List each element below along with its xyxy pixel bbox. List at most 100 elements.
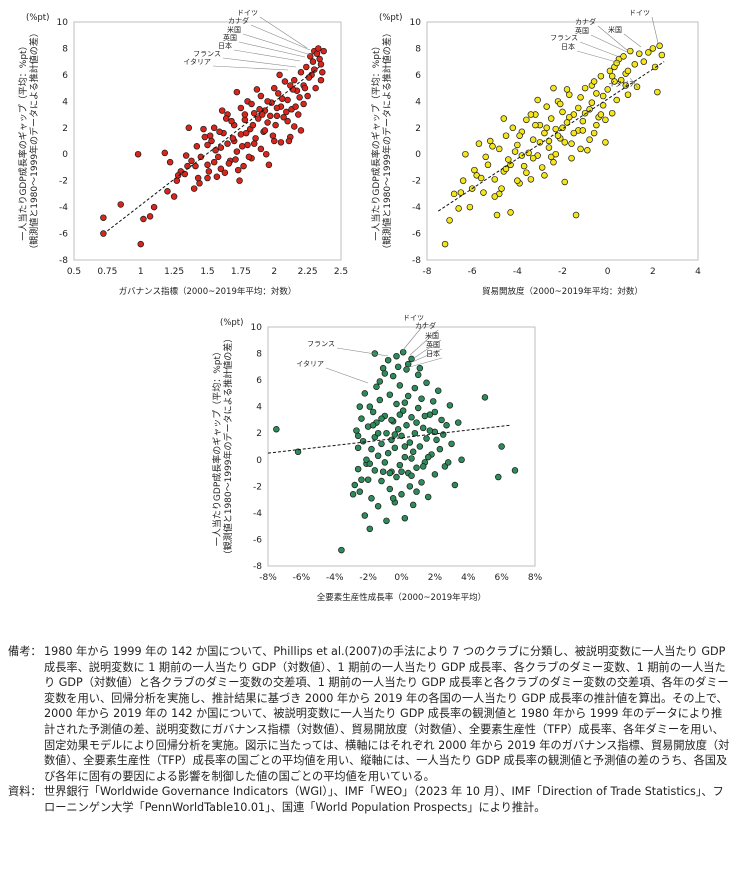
data-point [250,109,258,117]
data-point [301,84,309,92]
data-point [378,440,385,448]
data-point [210,158,218,166]
data-point [457,189,465,196]
data-point [204,161,211,169]
data-point [280,113,287,121]
data-point [482,153,489,161]
data-point [514,177,521,184]
data-point [624,91,632,98]
data-point [381,370,389,377]
data-point [366,460,374,468]
y-tick-label: 10 [251,323,263,333]
data-point [602,116,609,124]
data-point [575,104,582,112]
data-point [134,150,142,158]
data-point [559,108,566,116]
data-point [273,425,280,433]
data-point [455,205,462,212]
data-point [495,473,502,481]
leader-line [212,65,289,71]
data-point [406,483,414,490]
data-point [477,174,485,182]
data-point [100,214,107,221]
data-point [493,211,501,219]
note-sources-key: 資料： [8,785,42,799]
data-point [389,372,397,380]
x-tick-label: -6% [293,573,311,583]
data-point [401,453,409,461]
y-tick-label: 4 [256,403,262,413]
data-point [613,96,620,104]
data-point [383,517,390,525]
data-point [294,448,302,456]
data-point [550,158,557,166]
data-point [394,363,402,371]
data-point [516,132,523,139]
y-tick-label: 8 [415,44,421,54]
y-tick-label: -4 [59,203,68,213]
data-point [384,356,392,364]
data-point [511,467,519,474]
data-point [366,403,374,410]
data-point [232,156,239,163]
data-point [349,491,357,498]
x-tick-label: 2 [271,267,277,277]
data-point [433,436,440,444]
data-point [586,136,593,143]
data-point [523,169,530,176]
data-point [386,485,394,493]
data-point [210,124,218,132]
data-point [566,91,573,98]
data-point [224,140,231,147]
data-point [391,431,399,438]
data-point [586,106,593,113]
data-point [481,394,489,401]
data-point [368,495,375,502]
x-tick-label: 1.5 [200,267,214,277]
data-point [434,387,442,394]
x-tick-label: 2.25 [298,267,318,277]
data-point [563,86,571,93]
data-point [204,174,211,182]
data-point [409,448,417,456]
data-point [471,166,478,174]
data-point [404,360,412,368]
data-point [636,50,643,57]
data-point [584,147,591,154]
data-point [374,452,382,460]
note-remarks-key: 備考： [8,645,42,658]
data-point [613,59,620,67]
x-tick-label: 6% [494,573,509,583]
country-label: 米国 [608,25,622,34]
data-point [414,371,422,379]
data-point [572,211,580,219]
data-point [164,187,171,195]
data-point [597,72,605,80]
data-point [225,160,233,167]
data-point [222,115,230,122]
x-axis-title: ガバナンス指標（2000~2019年平均：対数） [119,286,297,297]
x-tick-label: 4 [695,267,701,277]
country-label: 英国 [223,33,237,42]
x-tick-label: 1.25 [164,267,184,277]
y-tick-label: -4 [253,509,262,519]
data-point [426,427,434,434]
country-label: 英国 [575,26,589,35]
x-tick-label: -4 [513,267,522,277]
data-point [361,512,369,519]
data-point [256,106,263,113]
data-point [401,443,409,450]
data-point [250,140,258,147]
chart-3: -8 -6 -4 -2 0 2 4 6 8 10 -8% -6% -4% -2% 0% 2% 4% 6% 8% (%p… [211,314,543,603]
data-point [279,95,286,102]
data-point [283,108,290,116]
data-point [238,143,246,150]
country-label: フランス [307,340,335,348]
data-point [577,145,584,153]
data-point [529,154,537,162]
country-label: カナダ [415,321,436,330]
data-point [649,45,657,52]
data-point [217,144,225,151]
data-point [590,78,598,85]
y-tick-label: 0 [415,150,421,160]
